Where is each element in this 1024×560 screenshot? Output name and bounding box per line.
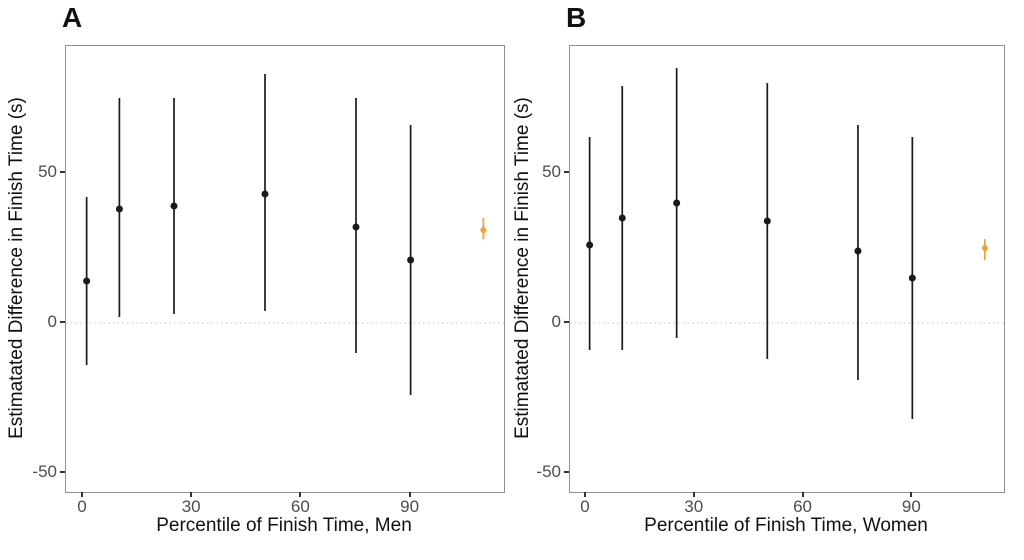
plot-area <box>65 45 505 493</box>
y-tick-label: 0 <box>47 312 57 331</box>
plot-area <box>569 45 1005 493</box>
x-tick-mark <box>692 492 695 497</box>
y-tick-label: -50 <box>536 462 561 481</box>
x-tick-label: 0 <box>77 497 87 516</box>
chart-canvas <box>66 74 504 395</box>
y-tick-mark <box>60 471 65 473</box>
y-tick-mark <box>564 171 569 173</box>
x-tick-mark <box>584 492 586 497</box>
x-tick-mark <box>299 492 302 497</box>
estimate-point <box>673 199 681 207</box>
x-tick-label: 0 <box>580 497 590 516</box>
estimate-point <box>115 205 123 213</box>
x-axis-title: Percentile of Finish Time, Men <box>156 515 412 536</box>
x-tick-label: 60 <box>793 497 812 516</box>
x-tick-label: 30 <box>181 497 201 516</box>
estimate-point <box>586 241 594 249</box>
panel-label-b: B <box>566 2 587 33</box>
y-tick-label: 50 <box>542 162 561 181</box>
x-tick-mark <box>81 492 83 497</box>
y-axis-title: Estimatated Difference in Finish Time (s… <box>6 97 27 439</box>
estimate-point <box>352 223 360 231</box>
y-axis-title: Estimatated Difference in Finish Time (s… <box>512 97 533 439</box>
y-tick-mark <box>564 471 569 473</box>
panel-label-a: A <box>62 2 83 33</box>
estimate-diamond <box>981 243 989 253</box>
x-tick-mark <box>190 492 193 497</box>
estimate-point <box>83 277 91 285</box>
x-axis-title: Percentile of Finish Time, Women <box>644 515 928 536</box>
estimate-point <box>407 256 415 264</box>
y-tick-label: -50 <box>32 462 57 481</box>
y-tick-label: 0 <box>551 312 561 331</box>
estimate-point <box>170 202 178 210</box>
estimate-point <box>908 274 916 282</box>
estimate-diamond <box>480 225 487 235</box>
y-tick-mark <box>564 321 569 323</box>
y-tick-mark <box>60 171 65 173</box>
estimate-point <box>854 247 862 255</box>
chart-canvas <box>570 68 1004 419</box>
x-tick-label: 90 <box>901 497 921 516</box>
x-tick-label: 90 <box>400 497 420 516</box>
estimate-point <box>618 214 626 222</box>
x-tick-mark <box>910 492 913 497</box>
x-tick-label: 60 <box>290 497 310 516</box>
y-tick-mark <box>60 321 65 323</box>
estimate-point <box>261 190 269 198</box>
estimate-point <box>763 217 771 225</box>
x-tick-mark <box>408 492 411 497</box>
x-tick-label: 30 <box>684 497 704 516</box>
y-tick-label: 50 <box>38 162 57 181</box>
x-tick-mark <box>801 492 804 497</box>
